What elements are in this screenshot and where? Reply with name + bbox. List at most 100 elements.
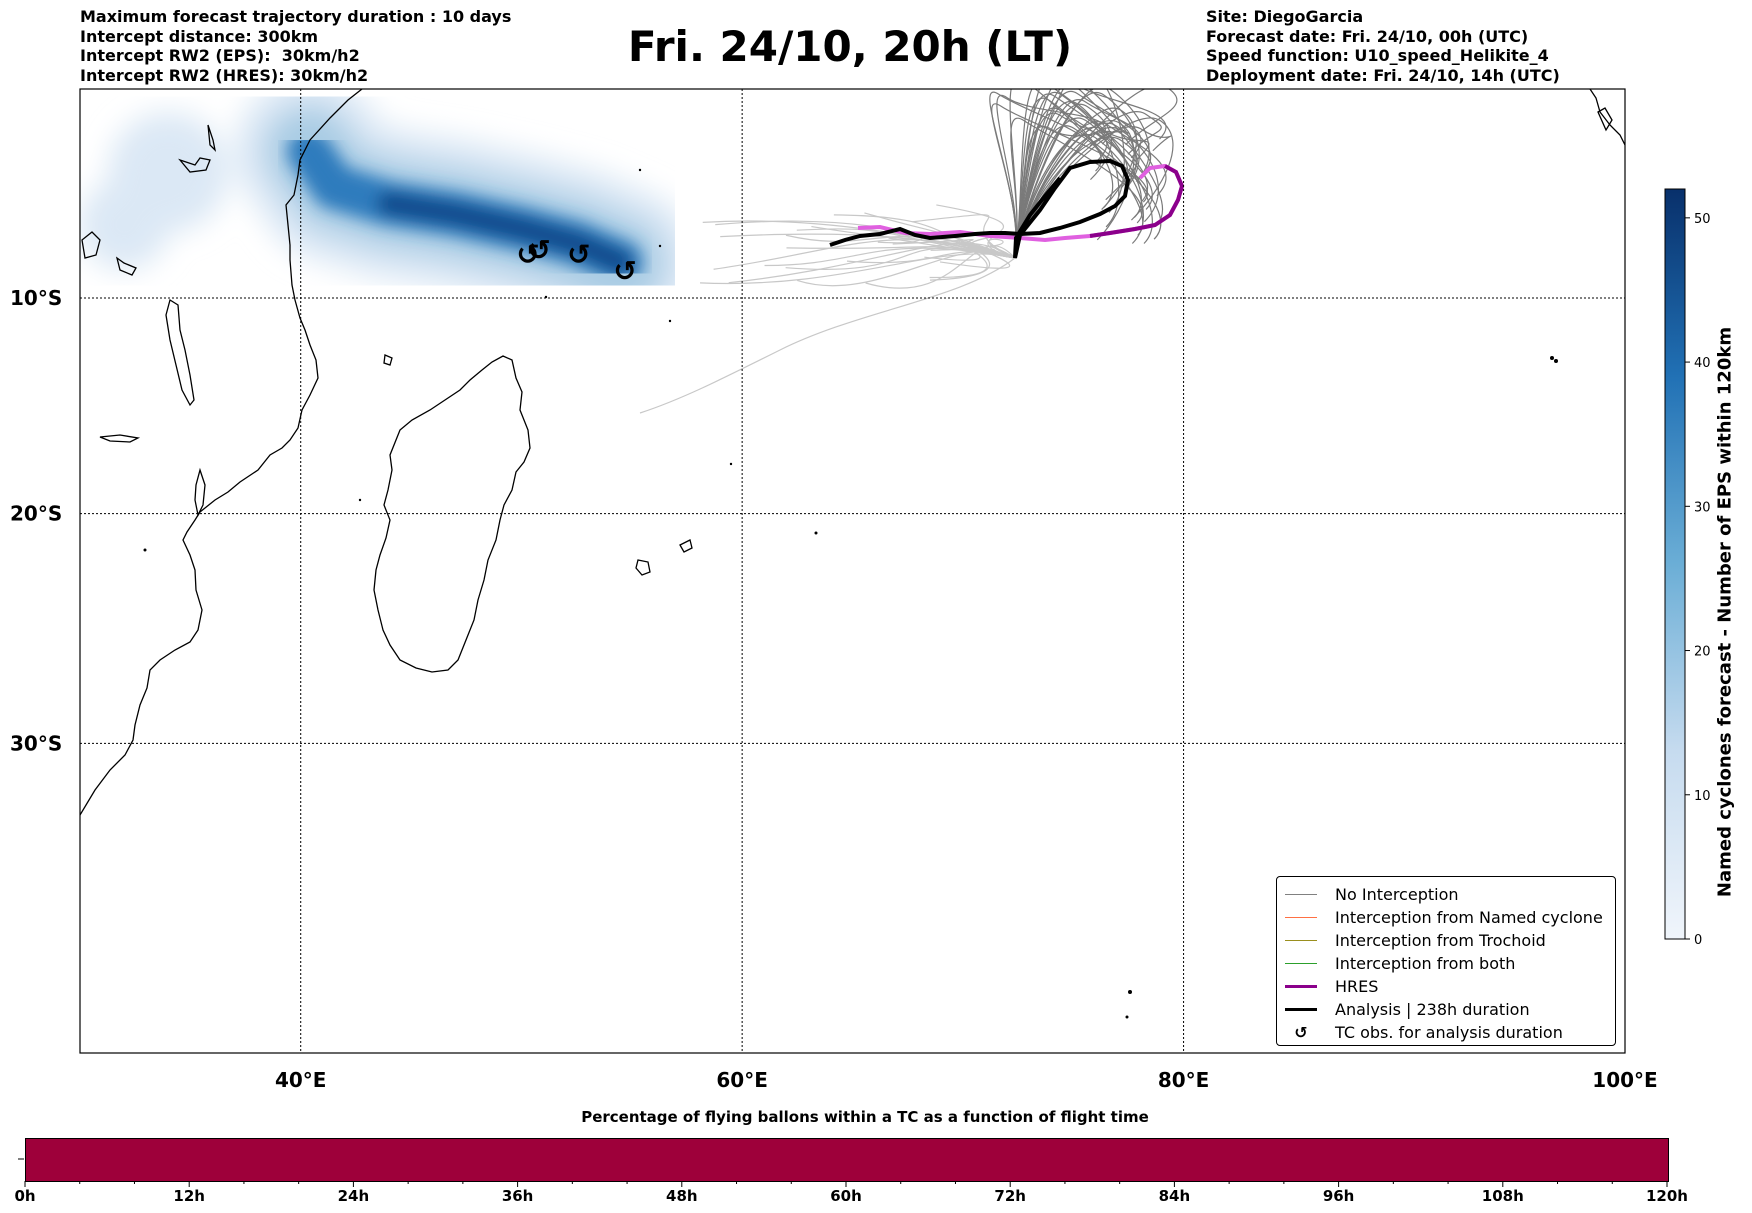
lat-label: 20°S <box>10 502 62 526</box>
time-tick-label: 72h <box>994 1187 1026 1205</box>
header-right-line: Speed function: U10_speed_Helikite_4 <box>1206 46 1549 65</box>
time-tick-label: 108h <box>1481 1187 1524 1205</box>
legend-label: Interception from both <box>1335 954 1516 973</box>
colorbar-tick-label: 0 <box>1694 933 1702 948</box>
header-right-line: Deployment date: Fri. 24/10, 14h (UTC) <box>1206 65 1560 85</box>
comoros <box>383 354 393 366</box>
header-right-line: Site: DiegoGarcia <box>1206 7 1364 26</box>
eps-trajectory <box>713 239 1016 270</box>
time-tick-label: 48h <box>666 1187 698 1205</box>
map-frame <box>79 88 1626 1054</box>
legend-item: Interception from Trochoid <box>1277 929 1546 952</box>
colorbar-title: Named cyclones forecast - Number of EPS … <box>1714 326 1736 898</box>
colorbar-ticks: 0 10 20 30 40 50 <box>1685 212 1711 948</box>
time-tick-label: 12h <box>173 1187 205 1205</box>
legend-swatch <box>1281 956 1321 972</box>
eps-trajectory <box>1014 99 1142 259</box>
analysis-trajectory <box>829 158 1131 259</box>
reunion <box>679 539 693 553</box>
eps-trajectory <box>699 253 1016 285</box>
eps-trajectory <box>797 250 1016 287</box>
colorbar <box>1664 188 1686 940</box>
africa-coastline <box>80 89 363 816</box>
eps-trajectory <box>865 245 1016 289</box>
tc-obs-marker: ↺ <box>613 255 636 288</box>
header-info-right: Site: DiegoGarcia Forecast date: Fri. 24/… <box>1206 7 1560 85</box>
lon-label: 60°E <box>716 1068 768 1092</box>
lake-turkana <box>207 124 217 152</box>
lon-label: 40°E <box>275 1068 327 1092</box>
lake-kyoga <box>178 157 211 173</box>
legend-item: ↺ TC obs. for analysis duration <box>1277 1021 1563 1044</box>
time-tick-label: 24h <box>337 1187 370 1205</box>
eps-trajectory <box>989 91 1102 259</box>
time-bar-title: Percentage of flying ballons within a TC… <box>581 1108 1149 1126</box>
lon-label: 80°E <box>1158 1068 1210 1092</box>
time-bar <box>25 1138 1669 1182</box>
legend-label: HRES <box>1335 977 1379 996</box>
header-info-left: Maximum forecast trajectory duration : 1… <box>80 7 511 85</box>
mafia-zanzibar <box>115 256 137 276</box>
eps-trajectory <box>888 237 1016 259</box>
colorbar-tick-label: 20 <box>1694 645 1711 660</box>
eps-trajectory <box>1014 89 1167 259</box>
header-left-line: Intercept RW2 (EPS): 30km/h2 <box>80 46 360 65</box>
map-title: Fri. 24/10, 20h (LT) <box>627 22 1073 71</box>
eps-trajectory <box>930 238 1016 259</box>
mauritius <box>635 559 651 576</box>
somalia-tip <box>1589 89 1625 146</box>
colorbar-tick-label: 10 <box>1694 789 1711 804</box>
hres-trajectory-dark <box>1089 164 1185 238</box>
legend-label: Interception from Named cyclone <box>1335 908 1603 927</box>
eps-trajectory <box>1014 93 1149 259</box>
time-tick-label: 96h <box>1322 1187 1355 1205</box>
eps-trajectory <box>1009 89 1144 259</box>
gridlines <box>80 89 1625 1053</box>
colorbar-tick-label: 40 <box>1694 356 1711 371</box>
lon-label: 100°E <box>1592 1068 1657 1092</box>
coastlines <box>80 89 1625 816</box>
time-tick-label: 0h <box>14 1187 36 1205</box>
longitude-labels: 40°E 60°E 80°E 100°E <box>275 1068 1658 1092</box>
time-tick-label: 60h <box>830 1187 862 1205</box>
lake-malawi <box>194 467 206 517</box>
legend-label: TC obs. for analysis duration <box>1335 1023 1563 1042</box>
legend-swatch <box>1281 979 1321 995</box>
legend: No Interception Interception from Named c… <box>1276 876 1616 1046</box>
legend-item: No Interception <box>1277 883 1459 906</box>
lat-label: 10°S <box>10 286 62 310</box>
legend-swatch <box>1281 887 1321 903</box>
legend-label: Interception from Trochoid <box>1335 931 1546 950</box>
colorbar-tick-label: 50 <box>1694 212 1711 227</box>
tc-obs-marker: ↺ <box>567 238 590 271</box>
time-tick-label: 120h <box>1646 1187 1688 1205</box>
madagascar-coastline <box>373 355 531 673</box>
legend-swatch <box>1281 933 1321 949</box>
lake-kariba <box>99 434 141 443</box>
cyclone-density-core <box>287 129 643 285</box>
legend-swatch <box>1281 910 1321 926</box>
header-left-line: Maximum forecast trajectory duration : 1… <box>80 7 512 26</box>
eps-trajectory <box>1014 91 1140 259</box>
eps-trajectory <box>1014 89 1137 259</box>
eps-trajectory <box>1014 89 1129 259</box>
lake-tanganyika <box>165 298 195 407</box>
eps-trajectory <box>639 257 1016 414</box>
legend-label: Analysis | 238h duration <box>1335 1000 1530 1019</box>
small-islands <box>143 168 1558 1019</box>
legend-item: HRES <box>1277 975 1378 998</box>
tc-obs-markers: ↺↺ ↺↺ <box>516 234 637 288</box>
eps-trajectory <box>728 242 1016 284</box>
header-left-line: Intercept RW2 (HRES): 30km/h2 <box>80 65 369 85</box>
header-left-line: Intercept distance: 300km <box>80 26 319 46</box>
legend-swatch: ↺ <box>1294 1022 1308 1042</box>
eps-trajectory <box>846 251 1016 264</box>
eps-trajectory <box>1014 103 1112 259</box>
header-right-line: Forecast date: Fri. 24/10, 00h (UTC) <box>1206 26 1529 46</box>
latitude-labels: 10°S 20°S 30°S <box>10 286 62 755</box>
lat-label: 30°S <box>10 731 62 755</box>
colorbar-tick-label: 30 <box>1694 500 1711 515</box>
tc-obs-marker: ↺ <box>527 234 550 267</box>
tc-obs-marker: ↺ <box>516 238 539 271</box>
